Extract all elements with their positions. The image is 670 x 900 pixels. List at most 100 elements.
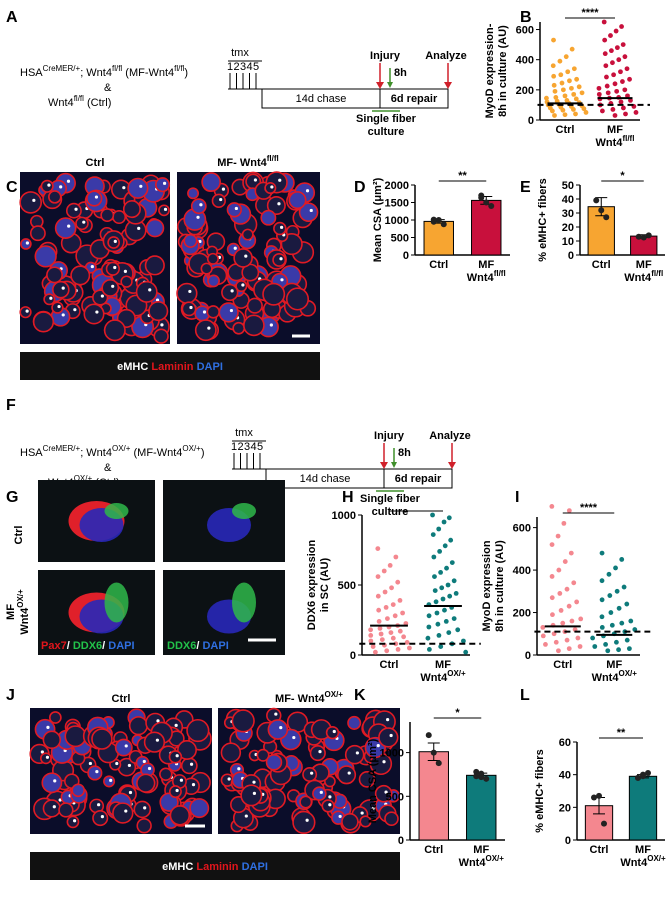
data-point — [385, 616, 390, 621]
data-point — [564, 586, 570, 592]
culture-label: culture — [368, 126, 405, 138]
data-point — [395, 579, 401, 585]
fiber — [136, 818, 152, 834]
y-tick-label: 600 — [516, 25, 534, 37]
x-tick-label: MF — [478, 259, 494, 271]
y-axis-label: DDX6 expression — [306, 539, 318, 630]
nucleus — [67, 224, 71, 228]
data-point — [473, 768, 480, 775]
nucleus — [196, 215, 200, 219]
nucleus — [371, 806, 375, 811]
nucleus — [189, 762, 194, 766]
data-point — [620, 79, 625, 84]
data-point — [552, 113, 557, 118]
data-point — [608, 48, 614, 54]
nucleus — [97, 803, 101, 807]
y-tick-label: 0 — [403, 250, 409, 262]
fiber — [19, 306, 32, 319]
data-point — [571, 580, 577, 586]
data-point — [606, 571, 612, 577]
fiber — [180, 757, 198, 775]
nucleus — [137, 226, 141, 230]
nucleus — [142, 759, 146, 764]
nucleus — [100, 815, 104, 819]
text-part: OX/+ — [74, 474, 93, 483]
nucleus — [278, 178, 282, 182]
genotype-label: Wnt4OX/+ — [592, 669, 638, 684]
nucleus — [279, 257, 283, 261]
ddx6-signal — [104, 582, 129, 623]
data-point — [443, 619, 449, 624]
fiber — [105, 261, 120, 276]
genotype-line: HSACreMER/+; Wnt4OX/+ (MF-Wnt4OX/+) — [20, 444, 205, 459]
text-part: (Ctrl) — [84, 97, 112, 109]
image-title: MF- Wnt4fl/fl — [217, 154, 278, 169]
data-point — [624, 601, 630, 607]
panel-letter: C — [6, 179, 18, 196]
data-point — [568, 550, 574, 556]
nucleus — [124, 809, 128, 813]
fiber — [374, 784, 393, 803]
data-point — [430, 512, 435, 518]
day: 5 — [257, 441, 263, 453]
nucleus — [123, 269, 128, 273]
nucleus — [127, 763, 131, 768]
fiber — [128, 716, 149, 736]
nucleus — [229, 308, 234, 313]
y-tick-label: 400 — [513, 565, 531, 577]
data-point — [368, 633, 374, 638]
nucleus — [74, 207, 78, 211]
arrow-head — [448, 462, 456, 469]
fiber — [176, 282, 198, 305]
genotype-label: Wnt4fl/fl — [467, 269, 506, 284]
data-point — [569, 85, 574, 91]
data-point — [611, 72, 617, 78]
text-part: ; Wnt4 — [80, 447, 112, 459]
fiber — [120, 275, 133, 288]
micrograph-texture — [220, 707, 401, 835]
nucleus — [207, 326, 211, 330]
data-point — [425, 732, 432, 739]
data-point — [628, 98, 633, 103]
data-point — [552, 88, 558, 94]
nucleus — [113, 239, 117, 243]
data-point — [444, 565, 449, 571]
text-part: ) — [201, 447, 205, 459]
nucleus — [280, 225, 284, 229]
data-point — [438, 644, 444, 649]
fiber — [158, 204, 170, 217]
nucleus — [61, 313, 65, 317]
culture-time: 8h — [394, 67, 407, 79]
culture-time: 8h — [398, 447, 411, 459]
day: 4 — [246, 61, 252, 73]
ddx6-signal — [232, 582, 256, 623]
text-part: DDX6 — [167, 640, 196, 652]
data-point — [376, 607, 382, 613]
significance: ** — [617, 727, 626, 739]
x-tick-label: Ctrl — [380, 659, 399, 671]
fiber — [86, 190, 103, 207]
data-point — [625, 93, 630, 99]
data-point — [645, 770, 651, 777]
nucleus — [94, 195, 99, 199]
data-point — [571, 66, 577, 72]
fiber — [177, 740, 197, 760]
data-point — [390, 602, 396, 607]
day: 1 — [231, 441, 237, 453]
data-point — [455, 627, 461, 633]
fiber — [136, 773, 156, 793]
data-point — [392, 613, 398, 619]
data-point — [604, 74, 609, 80]
text-part: Laminin — [196, 861, 241, 873]
data-point — [407, 645, 412, 651]
nucleus — [318, 750, 322, 754]
fiber — [226, 202, 242, 218]
nucleus — [82, 220, 86, 224]
fiber — [309, 744, 326, 762]
data-point — [437, 549, 443, 554]
data-point — [473, 773, 480, 780]
bar — [423, 220, 454, 256]
nucleus — [202, 310, 207, 314]
nucleus — [244, 814, 248, 818]
fiber — [92, 810, 109, 827]
